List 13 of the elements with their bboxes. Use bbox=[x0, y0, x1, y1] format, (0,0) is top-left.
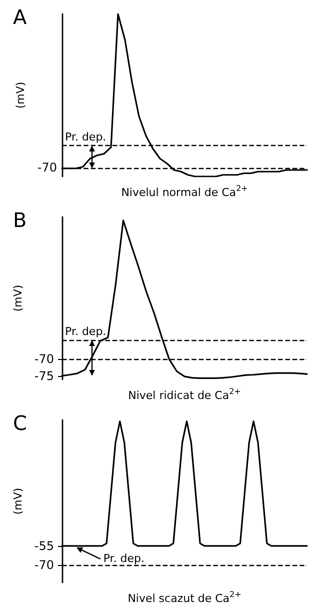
chart-title: C bbox=[13, 411, 27, 435]
annotation: Pr. dep. bbox=[103, 552, 145, 565]
ref-line-label: Pr. dep. bbox=[65, 130, 106, 144]
y-axis-title: (mV) bbox=[12, 488, 24, 515]
y-tick-label: -55 bbox=[34, 538, 54, 553]
y-axis-title: (mV) bbox=[12, 284, 24, 312]
y-tick-label: -75 bbox=[34, 369, 54, 384]
ref-line-label: Pr. dep. bbox=[65, 325, 106, 338]
y-axis-title: (mV) bbox=[14, 82, 27, 109]
y-tick-label: -70 bbox=[34, 558, 54, 572]
chart-title: A bbox=[13, 5, 27, 29]
y-tick-label: -70 bbox=[34, 352, 54, 366]
chart-title: B bbox=[13, 208, 27, 232]
